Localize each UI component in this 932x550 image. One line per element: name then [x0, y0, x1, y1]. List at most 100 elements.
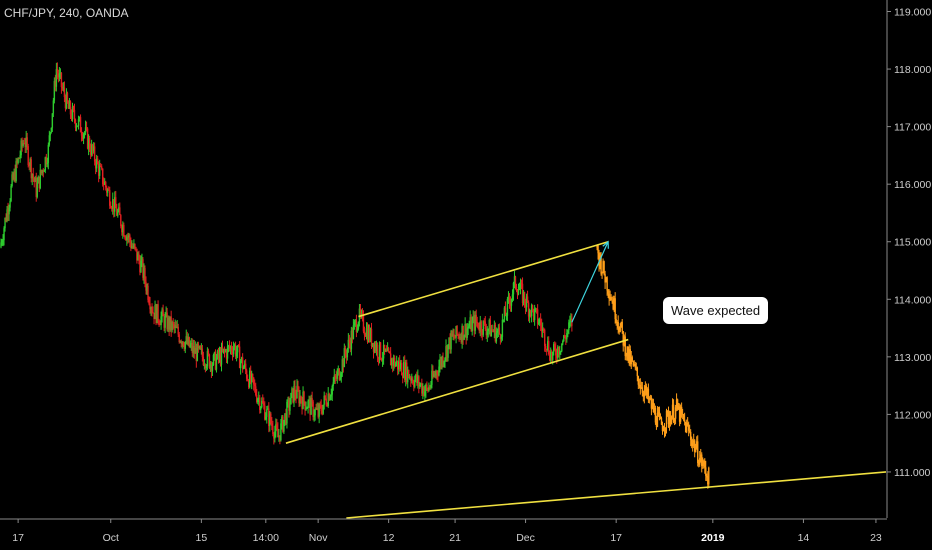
candle-body — [76, 125, 79, 127]
candle-body — [393, 357, 396, 367]
candle-body — [147, 285, 149, 300]
candle-body — [552, 351, 554, 360]
candle-body — [153, 312, 155, 320]
candle-body — [602, 261, 604, 272]
candle-body — [461, 325, 463, 343]
candle-body — [462, 325, 464, 340]
candle-body — [383, 344, 386, 352]
candle-body — [486, 331, 488, 336]
candle-body — [629, 349, 631, 365]
candle-body — [263, 403, 265, 406]
candle-body — [549, 354, 551, 361]
candle-body — [92, 146, 95, 152]
candle-body — [198, 346, 201, 349]
candle-body — [123, 224, 125, 237]
candle-body — [12, 174, 14, 180]
candle-body — [243, 363, 246, 368]
candle-body — [610, 297, 612, 301]
candle-body — [448, 337, 450, 345]
candle-body — [637, 376, 640, 385]
candle-body — [39, 169, 41, 189]
candle-body — [511, 294, 514, 300]
candle-body — [639, 384, 642, 389]
candle-body — [370, 328, 373, 346]
candle-body — [669, 417, 672, 425]
candle-body — [386, 348, 389, 352]
candle-body — [208, 354, 211, 368]
candle-body — [536, 309, 539, 324]
candle-body — [273, 433, 275, 439]
candle-body — [85, 127, 88, 129]
candle-body — [661, 424, 664, 432]
candle-body — [203, 364, 206, 366]
y-axis[interactable]: 111.000 112.000 113.000 114.000 115.000 116.0… — [886, 0, 931, 518]
candle-body — [597, 245, 599, 254]
candle-body — [15, 161, 17, 182]
candle-body — [237, 345, 240, 347]
candle-body — [70, 114, 73, 120]
candle-body — [127, 236, 129, 238]
candle-body — [357, 322, 360, 329]
candle-body — [351, 330, 354, 339]
candle-body — [336, 372, 338, 379]
candle-body — [261, 400, 263, 408]
y-tick-label: 116.000 — [894, 179, 931, 191]
candle-body — [562, 341, 564, 344]
candle-body — [19, 155, 21, 159]
candle-body — [672, 404, 675, 422]
candle-body — [548, 341, 550, 355]
candle-body — [207, 351, 210, 355]
candle-body — [173, 323, 175, 328]
candle-body — [431, 370, 433, 385]
candle-body — [216, 350, 219, 359]
candle-body — [353, 321, 356, 326]
candle-body — [607, 290, 609, 294]
candle-body — [343, 348, 346, 368]
candle-body — [325, 398, 327, 405]
candle-body — [10, 185, 12, 201]
candle-body — [617, 321, 619, 328]
candle-body — [22, 142, 24, 146]
candle-body — [677, 406, 680, 410]
candle-body — [498, 327, 501, 335]
candle-body — [252, 374, 254, 378]
candle-body — [645, 385, 648, 395]
candle-body — [212, 355, 215, 365]
candle-body — [205, 366, 208, 369]
candle-body — [666, 410, 669, 413]
candle-body — [652, 402, 655, 413]
candle-body — [189, 344, 191, 347]
candle-body — [275, 424, 277, 432]
candle-body — [219, 352, 222, 365]
candle-body — [348, 339, 351, 343]
y-tick-label: 112.000 — [894, 409, 931, 421]
candle-body — [432, 370, 434, 377]
candle-body — [678, 406, 681, 422]
candle-body — [472, 316, 474, 321]
candle-body — [52, 100, 55, 114]
candle-body — [254, 384, 256, 387]
candle-body — [167, 317, 169, 330]
candle-body — [638, 384, 641, 386]
candle-body — [342, 359, 345, 368]
candle-body — [4, 217, 6, 229]
candle-body — [378, 342, 381, 360]
candle-body — [311, 397, 313, 402]
candle-body — [328, 393, 330, 401]
candle-body — [160, 316, 162, 326]
candle-body — [21, 140, 23, 146]
candle-body — [326, 404, 328, 406]
x-axis[interactable]: 17 Oct 15 14:00 Nov 12 21 Dec 17 2019 14 23 — [0, 518, 887, 544]
candle-body — [534, 308, 537, 310]
candle-body — [510, 299, 513, 306]
candle-body — [319, 404, 321, 406]
candle-body — [331, 385, 333, 395]
candle-body — [614, 298, 616, 320]
candle-body — [272, 425, 274, 434]
candle-body — [302, 391, 304, 409]
candle-body — [47, 144, 50, 163]
candle-body — [488, 320, 491, 329]
candle-body — [251, 374, 253, 383]
candle-body — [195, 348, 198, 361]
